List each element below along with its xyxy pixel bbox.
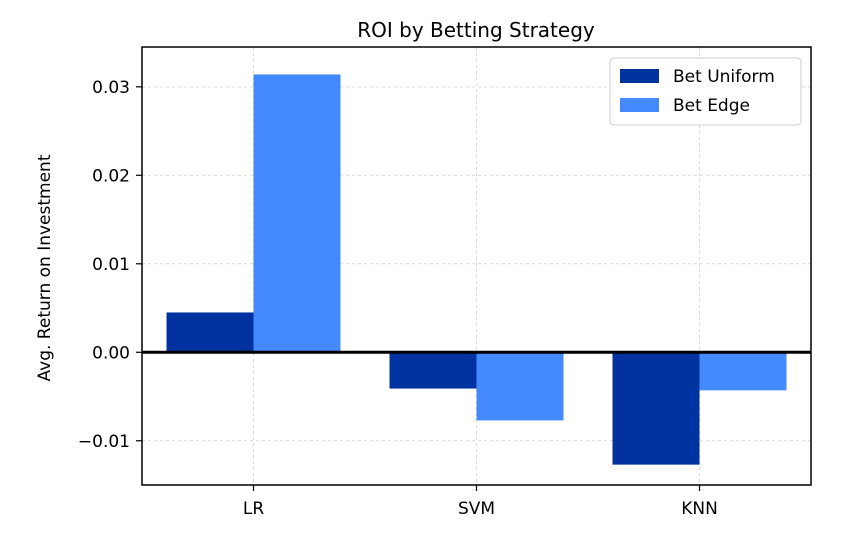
bar-bet-uniform-svm — [389, 352, 477, 389]
bar-bet-uniform-lr — [166, 312, 254, 353]
x-tick-label: LR — [243, 499, 264, 519]
ticks: −0.01 0.00 0.01 0.02 0.03 LR SVM KNN — [78, 78, 718, 519]
y-axis-label: Avg. Return on Investment — [35, 154, 55, 381]
bars — [166, 74, 787, 465]
x-tick-label: SVM — [458, 499, 495, 519]
x-tick-label: KNN — [681, 499, 718, 519]
bar-bet-uniform-knn — [612, 352, 700, 465]
y-tick-label: 0.02 — [92, 166, 130, 186]
y-tick-label: 0.01 — [92, 255, 130, 275]
bar-bet-edge-svm — [476, 352, 564, 421]
bar-bet-edge-knn — [699, 352, 787, 391]
y-tick-label: 0.03 — [92, 78, 130, 98]
legend: Bet Uniform Bet Edge — [609, 57, 802, 126]
chart-title: ROI by Betting Strategy — [357, 18, 595, 42]
bar-bet-edge-lr — [253, 74, 341, 353]
legend-label: Bet Uniform — [673, 67, 775, 87]
legend-swatch — [620, 98, 659, 112]
y-tick-label: 0.00 — [92, 343, 130, 363]
y-tick-label: −0.01 — [78, 432, 130, 452]
legend-label: Bet Edge — [673, 96, 750, 116]
legend-swatch — [620, 69, 659, 83]
